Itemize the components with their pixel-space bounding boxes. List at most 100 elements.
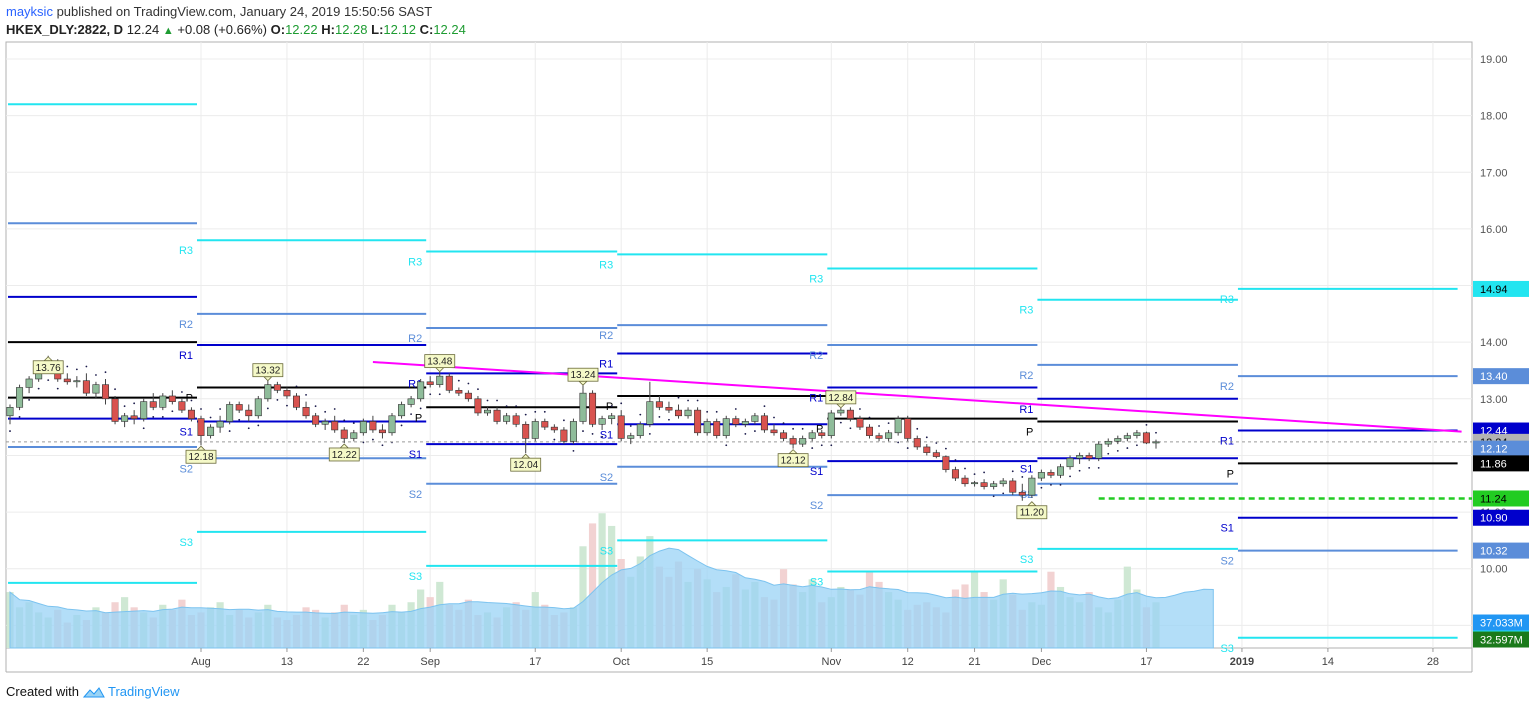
candle[interactable] [1018,483,1026,501]
candle[interactable] [130,410,138,425]
candle[interactable] [846,407,854,422]
candle[interactable] [904,415,912,442]
candle[interactable] [359,418,367,436]
candle[interactable] [617,410,625,442]
candle[interactable] [1076,452,1084,464]
candle[interactable] [818,429,826,439]
candle[interactable] [226,401,234,425]
candle[interactable] [885,429,893,442]
candle[interactable] [321,418,329,430]
candle[interactable] [1085,452,1093,462]
candle[interactable] [245,404,253,422]
candle[interactable] [865,424,873,439]
candle[interactable] [283,387,291,399]
candle[interactable] [92,381,100,399]
candle[interactable] [837,407,845,416]
candle[interactable] [522,421,530,454]
candle[interactable] [417,378,425,402]
candle[interactable] [827,410,835,439]
candle[interactable] [1095,441,1103,462]
candle[interactable] [378,424,386,439]
candle[interactable] [780,429,788,442]
candle[interactable] [655,395,663,411]
candle[interactable] [770,424,778,436]
candle[interactable] [961,475,969,487]
candle[interactable] [1009,478,1017,496]
candle[interactable] [464,390,472,402]
candle[interactable] [159,393,167,411]
candle[interactable] [951,466,959,481]
candle[interactable] [512,412,520,428]
candle[interactable] [1114,435,1122,445]
candle[interactable] [82,373,90,396]
candle[interactable] [1047,469,1055,479]
candle[interactable] [531,418,539,442]
candle[interactable] [455,387,463,396]
candle[interactable] [445,373,453,394]
candle[interactable] [627,432,635,445]
candle[interactable] [483,407,491,416]
candle[interactable] [598,415,606,430]
candle[interactable] [264,380,272,402]
candle[interactable] [436,371,444,388]
candle[interactable] [149,393,157,411]
candle[interactable] [111,395,119,425]
candle[interactable] [589,390,597,428]
author-link[interactable]: mayksic [6,4,53,19]
candle[interactable] [703,418,711,436]
candle[interactable] [579,385,587,425]
candle[interactable] [894,415,902,436]
candle[interactable] [474,395,482,416]
candle[interactable] [674,404,682,419]
candle[interactable] [312,412,320,428]
candle[interactable] [713,418,721,439]
candle[interactable] [207,424,215,439]
candle[interactable] [875,432,883,442]
candle[interactable] [541,418,549,430]
candle[interactable] [426,376,434,388]
candle[interactable] [398,401,406,419]
candle[interactable] [808,429,816,442]
candle[interactable] [550,424,558,433]
candle[interactable] [636,421,644,439]
candle[interactable] [923,444,931,456]
candle[interactable] [273,381,281,394]
candles[interactable] [6,355,1160,501]
candle[interactable] [990,480,998,490]
candle[interactable] [751,412,759,425]
candle[interactable] [168,390,176,405]
candle[interactable] [1104,438,1112,447]
candle[interactable] [722,415,730,439]
candle[interactable] [913,435,921,450]
candle[interactable] [684,407,692,419]
candle[interactable] [6,404,14,425]
candle[interactable] [197,415,205,446]
candle[interactable] [1028,475,1036,498]
candle[interactable] [121,412,129,428]
candle[interactable] [942,455,950,473]
candle[interactable] [369,415,377,433]
candle[interactable] [493,407,501,425]
candle[interactable] [292,393,300,411]
candle[interactable] [799,435,807,447]
candle[interactable] [350,429,358,442]
candle[interactable] [856,415,864,430]
candle[interactable] [694,407,702,436]
candle[interactable] [388,412,396,436]
candle[interactable] [1152,439,1160,449]
candle[interactable] [235,401,243,413]
candle[interactable] [980,479,988,490]
candle[interactable] [63,373,71,385]
candle[interactable] [932,449,940,459]
candle[interactable] [569,418,577,445]
candle[interactable] [646,381,654,428]
candle[interactable] [73,376,81,388]
tradingview-link[interactable]: TradingView [107,684,180,699]
candle[interactable] [216,415,224,433]
candle[interactable] [178,398,186,413]
candle[interactable] [25,376,33,394]
candle[interactable] [732,415,740,428]
candle[interactable] [102,378,110,405]
candle[interactable] [560,427,568,445]
